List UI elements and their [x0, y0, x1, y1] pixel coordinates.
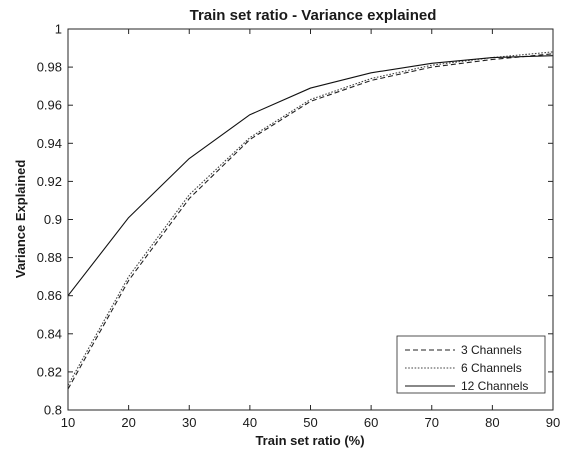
x-axis-label: Train set ratio (%): [255, 433, 364, 448]
x-axis: 10 20 30 40 50 60 70 80 90: [61, 29, 560, 430]
x-tick-label: 10: [61, 415, 75, 430]
plot-frame: [67, 28, 554, 411]
series-line-6-channels: [67, 51, 554, 386]
y-axis: 0.8 0.82 0.84 0.86 0.88 0.9 0.92 0.94 0.96 0.98 1: [37, 22, 553, 418]
x-tick-label: 90: [546, 415, 560, 430]
y-tick-label: 0.94: [37, 136, 62, 151]
chart-title: Train set ratio - Variance explained: [190, 7, 437, 24]
x-tick-label: 70: [425, 415, 439, 430]
y-tick-label: 0.88: [37, 250, 62, 265]
legend-label: 12 Channels: [461, 379, 528, 393]
y-axis-label: Variance Explained: [13, 160, 28, 279]
x-tick-label: 60: [364, 415, 378, 430]
y-tick-label: 0.82: [37, 364, 62, 379]
legend-box: [396, 335, 546, 394]
legend-label: 3 Channels: [461, 343, 522, 357]
y-tick-label: 0.98: [37, 60, 62, 75]
series-line-12-channels: [67, 55, 554, 297]
y-tick-label: 0.96: [37, 98, 62, 113]
y-tick-label: 0.86: [37, 288, 62, 303]
y-tick-label: 0.92: [37, 174, 62, 189]
x-tick-label: 80: [485, 415, 499, 430]
y-tick-label: 1: [55, 22, 62, 37]
x-tick-label: 50: [303, 415, 317, 430]
legend: 3 Channels 6 Channels 12 Channels: [396, 335, 546, 394]
x-tick-label: 20: [121, 415, 135, 430]
y-tick-label: 0.84: [37, 326, 62, 341]
y-tick-label: 0.9: [44, 212, 62, 227]
x-tick-label: 30: [182, 415, 196, 430]
legend-label: 6 Channels: [461, 361, 522, 375]
series-layer: [67, 51, 554, 390]
x-tick-label: 40: [243, 415, 257, 430]
y-tick-label: 0.8: [44, 403, 62, 418]
